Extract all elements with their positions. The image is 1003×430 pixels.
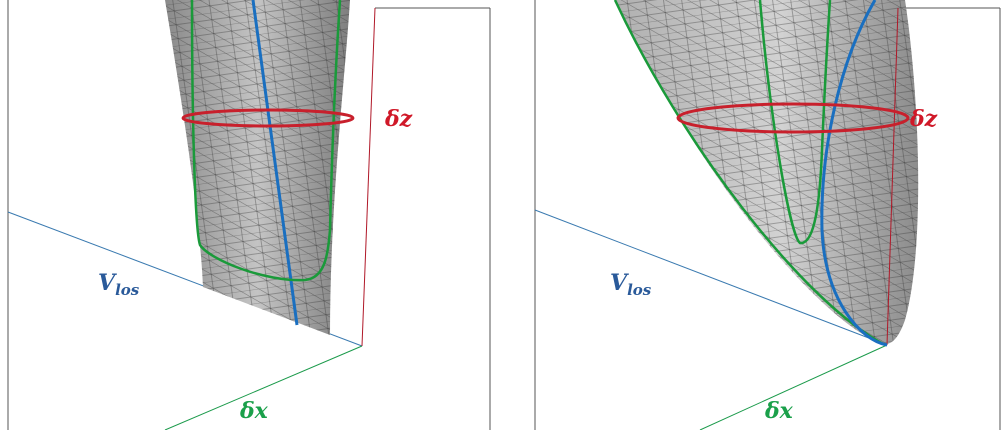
label-v: V xyxy=(610,270,629,296)
axis-vlos xyxy=(534,209,888,346)
label-dx: δx xyxy=(239,398,269,424)
label-vlos: Vlos xyxy=(610,270,652,299)
axis-dz xyxy=(886,7,899,346)
panel-right: Vlos δz δx xyxy=(534,0,1001,430)
label-dz: δz xyxy=(909,106,938,132)
label-dz: δz xyxy=(384,106,413,132)
curve-green-edge xyxy=(613,0,886,347)
label-sub: los xyxy=(627,281,652,299)
panel-left: Vlos δz δx xyxy=(7,0,491,430)
surface-mesh xyxy=(615,0,919,345)
label-v: V xyxy=(98,270,117,296)
curve-green xyxy=(758,0,832,245)
curve-blue xyxy=(251,0,299,326)
curve-blue xyxy=(820,0,888,347)
label-sub: los xyxy=(115,281,140,299)
surface-mesh xyxy=(165,0,350,335)
label-vlos: Vlos xyxy=(98,270,140,299)
axis-dz xyxy=(361,7,376,347)
label-dx: δx xyxy=(764,398,794,424)
axis-dx xyxy=(164,345,363,430)
curve-red xyxy=(676,102,910,134)
curve-red xyxy=(181,108,355,128)
axis-dx xyxy=(699,344,888,430)
